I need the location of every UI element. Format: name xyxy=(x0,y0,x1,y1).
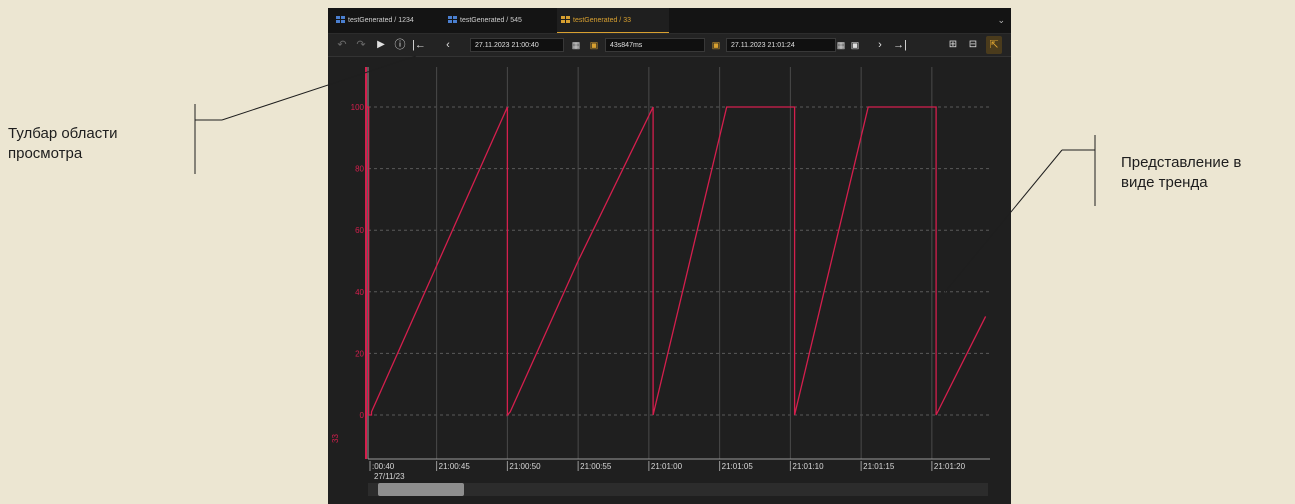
trend-chart[interactable]: 0 20 40 60 80 100 :00:40 21:00:45 21:00:50 21:00:… xyxy=(328,57,1011,504)
x-tick-label: 21:01:00 xyxy=(651,462,683,471)
unlock-icon[interactable]: ▣ xyxy=(589,40,599,50)
callout-toolbar-label: Тулбар области просмотра xyxy=(8,124,117,164)
jump-to-end-icon[interactable]: →| xyxy=(893,39,907,51)
play-icon[interactable]: ▶ xyxy=(377,39,385,50)
tab-label: testGenerated / 33 xyxy=(573,17,631,24)
y-tick-label: 60 xyxy=(355,226,364,235)
horizontal-scrollbar[interactable] xyxy=(368,483,988,496)
callout-line: Представление в xyxy=(1121,154,1242,171)
redo-icon[interactable]: ↷ xyxy=(356,39,366,51)
tab-testgenerated-545[interactable]: testGenerated / 545 xyxy=(444,8,554,33)
x-tick-label: 21:01:20 xyxy=(934,462,966,471)
lock-icon[interactable]: ▣ xyxy=(850,40,860,50)
x-tick-label: 21:00:45 xyxy=(439,462,471,471)
series-label: 33 xyxy=(331,434,340,443)
callout-line: Тулбар области xyxy=(8,125,118,142)
split-view-icon[interactable]: ⊟ xyxy=(968,39,978,50)
series-line xyxy=(365,106,987,417)
duration-field[interactable]: 43s847ms xyxy=(605,38,705,52)
end-time-field[interactable]: 27.11.2023 21:01:24 xyxy=(726,38,836,52)
y-tick-label: 40 xyxy=(355,288,364,297)
grid-icon xyxy=(448,16,457,23)
help-icon[interactable]: ⓘ xyxy=(394,39,406,51)
y-tick-label: 80 xyxy=(355,165,364,174)
calendar-icon[interactable]: ▦ xyxy=(571,40,581,50)
y-tick-label: 100 xyxy=(351,103,365,112)
callout-line: просмотра xyxy=(8,145,83,162)
grid-icon xyxy=(336,16,345,23)
y-tick-label: 0 xyxy=(360,411,365,420)
trend-chart-svg: 0 20 40 60 80 100 :00:40 21:00:45 21:00:50 21:00:… xyxy=(331,67,990,481)
scrollbar-thumb[interactable] xyxy=(378,483,464,496)
x-tick-label: 21:00:55 xyxy=(580,462,612,471)
application-window: testGenerated / 1234 testGenerated / 545… xyxy=(328,8,1011,504)
chevron-right-icon[interactable]: › xyxy=(878,39,882,51)
undo-icon[interactable]: ↶ xyxy=(337,39,347,51)
calendar-icon[interactable]: ▦ xyxy=(836,40,846,50)
tab-testgenerated-1234[interactable]: testGenerated / 1234 xyxy=(332,8,440,33)
tab-label: testGenerated / 545 xyxy=(460,17,522,24)
tab-testgenerated-33[interactable]: testGenerated / 33 xyxy=(557,8,669,33)
tab-bar: testGenerated / 1234 testGenerated / 545… xyxy=(328,8,1011,34)
x-tick-label: 21:00:50 xyxy=(509,462,541,471)
table-view-icon[interactable]: ⊞ xyxy=(948,39,958,50)
grid-icon xyxy=(561,16,570,23)
callout-line: виде тренда xyxy=(1121,174,1208,191)
tab-label: testGenerated / 1234 xyxy=(348,17,414,24)
x-tick-label: 21:01:15 xyxy=(863,462,895,471)
jump-to-start-icon[interactable]: |← xyxy=(412,39,426,51)
x-tick-label: 21:01:05 xyxy=(722,462,754,471)
y-tick-label: 20 xyxy=(355,349,364,358)
x-tick-label: :00:40 xyxy=(372,462,395,471)
chevron-left-icon[interactable]: ‹ xyxy=(446,39,450,51)
date-label: 27/11/23 xyxy=(374,472,405,481)
unlock-icon[interactable]: ▣ xyxy=(711,40,721,50)
trend-view-icon[interactable]: ⇱ xyxy=(986,36,1002,54)
view-toolbar: ↶ ↷ ▶ ⓘ |← ‹ 27.11.2023 21:00:40 ▦ ▣ 43s… xyxy=(328,34,1011,57)
chevron-down-icon[interactable]: ⌄ xyxy=(997,15,1005,25)
start-time-field[interactable]: 27.11.2023 21:00:40 xyxy=(470,38,564,52)
callout-trend-label: Представление в виде тренда xyxy=(1121,153,1241,193)
x-tick-label: 21:01:10 xyxy=(792,462,824,471)
